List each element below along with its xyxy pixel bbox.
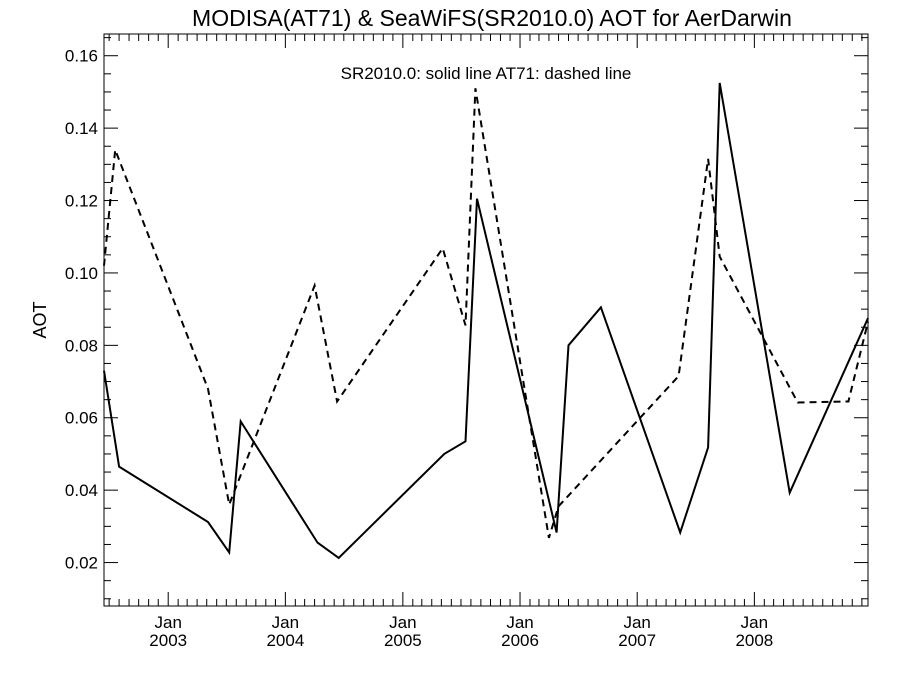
series-layer — [103, 82, 869, 560]
axis-tick-labels: 0.020.040.060.080.100.120.140.16Jan2003J… — [65, 47, 773, 650]
x-tick-year-label: 2006 — [501, 631, 539, 650]
y-tick-label: 0.12 — [65, 192, 98, 211]
y-tick-label: 0.16 — [65, 47, 98, 66]
y-tick-label: 0.04 — [65, 481, 98, 500]
x-tick-month-label: Jan — [741, 613, 768, 632]
series-line-at71 — [103, 88, 869, 539]
x-tick-month-label: Jan — [272, 613, 299, 632]
chart-title: MODISA(AT71) & SeaWiFS(SR2010.0) AOT for… — [192, 5, 792, 31]
x-tick-year-label: 2004 — [266, 631, 304, 650]
y-tick-label: 0.10 — [65, 264, 98, 283]
x-tick-year-label: 2007 — [618, 631, 656, 650]
x-tick-month-label: Jan — [623, 613, 650, 632]
y-tick-label: 0.02 — [65, 554, 98, 573]
y-tick-label: 0.14 — [65, 119, 98, 138]
x-tick-year-label: 2008 — [735, 631, 773, 650]
y-tick-label: 0.08 — [65, 336, 98, 355]
x-tick-month-label: Jan — [506, 613, 533, 632]
x-tick-month-label: Jan — [154, 613, 181, 632]
legend-text: SR2010.0: solid line AT71: dashed line — [341, 64, 632, 83]
y-axis-label: AOT — [30, 301, 50, 338]
x-tick-month-label: Jan — [389, 613, 416, 632]
axis-ticks — [104, 34, 868, 606]
x-tick-year-label: 2003 — [149, 631, 187, 650]
series-line-sr2010-0 — [103, 82, 869, 560]
x-tick-year-label: 2005 — [384, 631, 422, 650]
y-tick-label: 0.06 — [65, 409, 98, 428]
